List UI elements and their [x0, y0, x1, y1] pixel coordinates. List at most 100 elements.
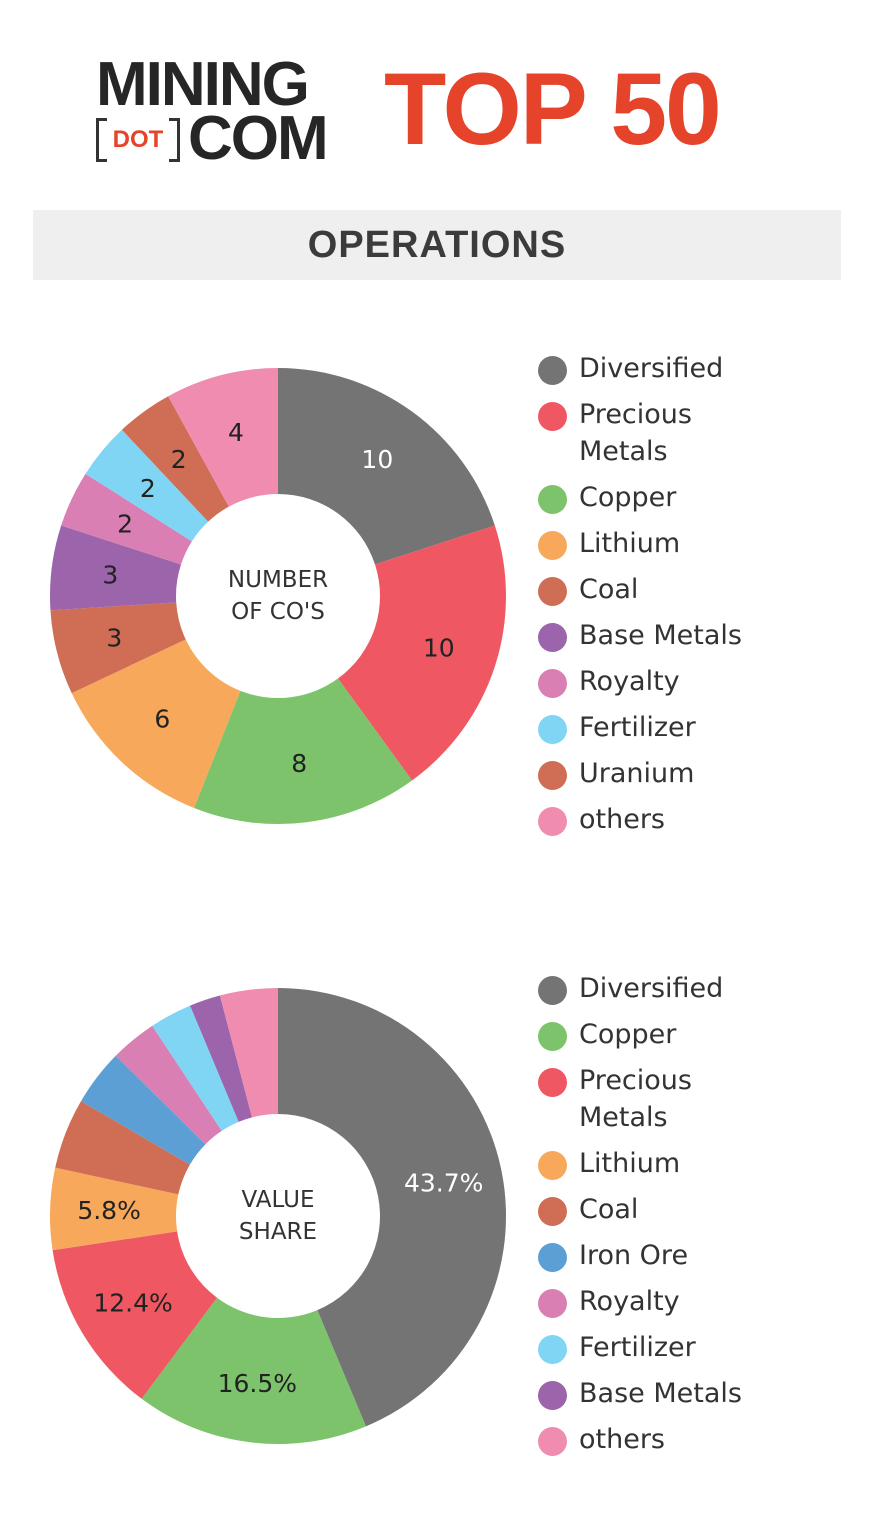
legend-item-copper: Copper	[538, 1016, 769, 1062]
legend-item-diversified: Diversified	[538, 970, 769, 1016]
center-label-line: VALUE	[241, 1187, 314, 1213]
legend-item-royalty: Royalty	[538, 663, 769, 709]
legend-item-lithium: Lithium	[538, 525, 769, 571]
slice-others	[168, 368, 278, 507]
slice-label-precious-metals: 10	[423, 634, 455, 663]
legend-label: Royalty	[579, 666, 680, 697]
legend-swatch	[538, 531, 567, 560]
logo-com-text: COM	[188, 104, 329, 173]
legend-swatch	[538, 1022, 567, 1051]
center-label-line: NUMBER	[228, 567, 328, 593]
slice-iron-ore	[81, 1055, 206, 1165]
slice-royalty	[115, 1025, 222, 1145]
logo-dot-bracket: DOT	[96, 118, 180, 162]
slice-royalty	[61, 473, 192, 565]
legend-item-fertilizer: Fertilizer	[538, 709, 769, 755]
legend-swatch	[538, 1427, 567, 1456]
legend-item-others: others	[538, 801, 769, 847]
legend-item-others: others	[538, 1421, 769, 1467]
legend-item-copper: Copper	[538, 479, 769, 525]
slice-base-metals	[190, 995, 253, 1122]
legend-label: Diversified	[579, 353, 724, 384]
slice-label-diversified: 10	[361, 445, 393, 474]
legend-swatch	[538, 1381, 567, 1410]
legend-label: Copper	[579, 482, 677, 513]
slice-lithium	[49, 1167, 179, 1251]
mining-dot-com-logo: MINING DOT COM	[92, 52, 352, 172]
legend-swatch	[538, 669, 567, 698]
slice-copper	[194, 678, 413, 824]
slice-label-lithium: 6	[154, 705, 170, 734]
legend-swatch	[538, 1243, 567, 1272]
legend-label: Lithium	[579, 1148, 681, 1179]
slice-label-lithium: 5.8%	[77, 1196, 141, 1225]
legend-item-iron-ore: Iron Ore	[538, 1237, 769, 1283]
legend-item-base-metals: Base Metals	[538, 617, 769, 663]
slice-label-diversified: 43.7%	[404, 1168, 483, 1197]
slice-label-fertilizer: 2	[140, 474, 156, 503]
slice-base-metals	[49, 525, 181, 611]
slice-label-royalty: 2	[117, 510, 133, 539]
legend-label: Fertilizer	[579, 712, 696, 743]
section-title: OPERATIONS	[307, 223, 567, 266]
legend-label: Fertilizer	[579, 1332, 696, 1363]
legend-label: Iron Ore	[579, 1240, 689, 1271]
legend-swatch	[538, 1197, 567, 1226]
legend-label: Royalty	[579, 1286, 680, 1317]
section-banner: OPERATIONS	[33, 210, 841, 280]
legend-swatch	[538, 1289, 567, 1318]
legend-swatch	[538, 1335, 567, 1364]
legend-swatch	[538, 485, 567, 514]
legend-label: Diversified	[579, 973, 724, 1004]
slice-fertilizer	[152, 1005, 239, 1131]
slice-precious-metals	[52, 1231, 218, 1399]
slice-label-coal: 3	[106, 624, 122, 653]
legend-item-base-metals: Base Metals	[538, 1375, 769, 1421]
slice-label-uranium: 2	[171, 445, 187, 474]
legend-swatch	[538, 577, 567, 606]
legend-swatch	[538, 402, 567, 431]
legend-label: Base Metals	[579, 620, 742, 651]
legend-swatch	[538, 807, 567, 836]
value-share-legend: Diversified Copper Precious Metals Lithium C…	[538, 970, 769, 1467]
legend-swatch	[538, 623, 567, 652]
slice-label-copper: 16.5%	[218, 1369, 297, 1398]
legend-swatch	[538, 761, 567, 790]
number-of-companies-legend: Diversified Precious Metals Copper Lithium C…	[538, 350, 769, 847]
slice-label-base-metals: 3	[102, 560, 118, 589]
slice-coal	[55, 1101, 190, 1195]
slice-others	[219, 988, 278, 1118]
legend-label: Base Metals	[579, 1378, 742, 1409]
slice-uranium	[121, 396, 229, 522]
legend-item-precious-metals: Precious Metals	[538, 1062, 769, 1145]
slice-diversified	[278, 368, 495, 565]
legend-label: Precious Metals	[579, 399, 692, 467]
center-label-line: SHARE	[239, 1219, 317, 1245]
legend-label: Coal	[579, 574, 639, 605]
legend-item-lithium: Lithium	[538, 1145, 769, 1191]
legend-item-coal: Coal	[538, 571, 769, 617]
slice-copper	[141, 1297, 366, 1444]
logo-dot-text: DOT	[112, 126, 164, 153]
slice-precious-metals	[337, 525, 506, 781]
value-share-donut-chart: 43.7% 16.5% 12.4% 5.8% VALUE SHARE	[49, 988, 507, 1444]
legend-item-royalty: Royalty	[538, 1283, 769, 1329]
legend-swatch	[538, 976, 567, 1005]
legend-label: Lithium	[579, 528, 681, 559]
slice-lithium	[71, 639, 241, 808]
legend-item-uranium: Uranium	[538, 755, 769, 801]
legend-item-precious-metals: Precious Metals	[538, 396, 769, 479]
slice-diversified	[278, 988, 507, 1427]
legend-label: Uranium	[579, 758, 695, 789]
slice-coal	[50, 602, 186, 694]
slice-label-copper: 8	[291, 749, 307, 778]
legend-item-fertilizer: Fertilizer	[538, 1329, 769, 1375]
legend-label: others	[579, 1424, 665, 1455]
legend-label: Coal	[579, 1194, 639, 1225]
slice-label-precious-metals: 12.4%	[93, 1288, 172, 1317]
legend-swatch	[538, 1068, 567, 1097]
page-title: TOP 50	[384, 52, 722, 166]
legend-swatch	[538, 356, 567, 385]
legend-swatch	[538, 1151, 567, 1180]
